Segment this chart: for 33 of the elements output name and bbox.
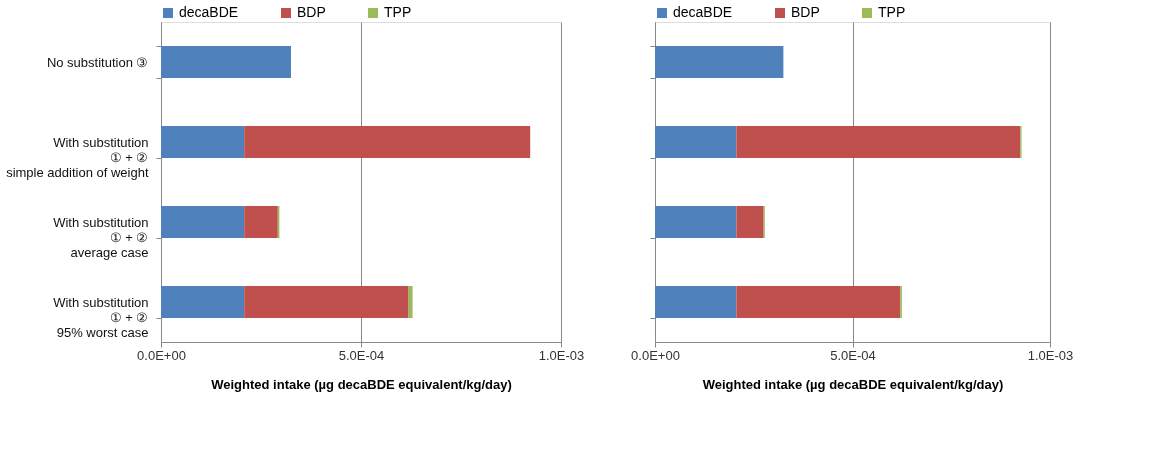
legend-label: decaBDE — [179, 4, 239, 20]
legend-label: TPP — [384, 4, 412, 20]
y-tick-label: No substitution ③ — [46, 54, 149, 70]
x-tick-label: 5.0E-04 — [338, 347, 385, 363]
bar — [655, 286, 737, 318]
x-axis-title: Weighted intake (µg decaBDE equivalent/kg/day) — [702, 376, 1004, 392]
bar — [655, 206, 737, 238]
x-tick-label: 0.0E+00 — [631, 347, 680, 363]
bar — [161, 286, 245, 318]
bar — [655, 46, 784, 78]
y-tick-label: With substitution ① + ② average case — [53, 214, 149, 260]
bar — [244, 286, 409, 318]
bar — [244, 126, 531, 158]
x-tick-label: 5.0E-04 — [830, 347, 876, 363]
bar — [161, 126, 245, 158]
x-tick-label: 1.0E-03 — [538, 347, 585, 363]
legend-label: decaBDE — [673, 4, 733, 20]
x-axis-title: Weighted intake (µg decaBDE equivalent/kg/day) — [211, 376, 512, 392]
bar — [408, 286, 413, 318]
legend-label: BDP — [297, 4, 326, 20]
bar — [736, 126, 1021, 158]
bar — [161, 46, 291, 78]
legend-label: TPP — [878, 4, 906, 20]
x-tick-label: 1.0E-03 — [1027, 347, 1074, 363]
bar — [655, 126, 737, 158]
x-tick-label: 0.0E+00 — [137, 347, 186, 363]
bar — [244, 206, 278, 238]
y-tick-label: With substitution ① + ② 95% worst case — [53, 294, 149, 340]
bar — [161, 206, 245, 238]
legend-label: BDP — [791, 4, 820, 20]
bar — [736, 286, 901, 318]
y-tick-label: With substitution ① + ② simple addition of weight — [6, 134, 149, 180]
bar — [736, 206, 764, 238]
